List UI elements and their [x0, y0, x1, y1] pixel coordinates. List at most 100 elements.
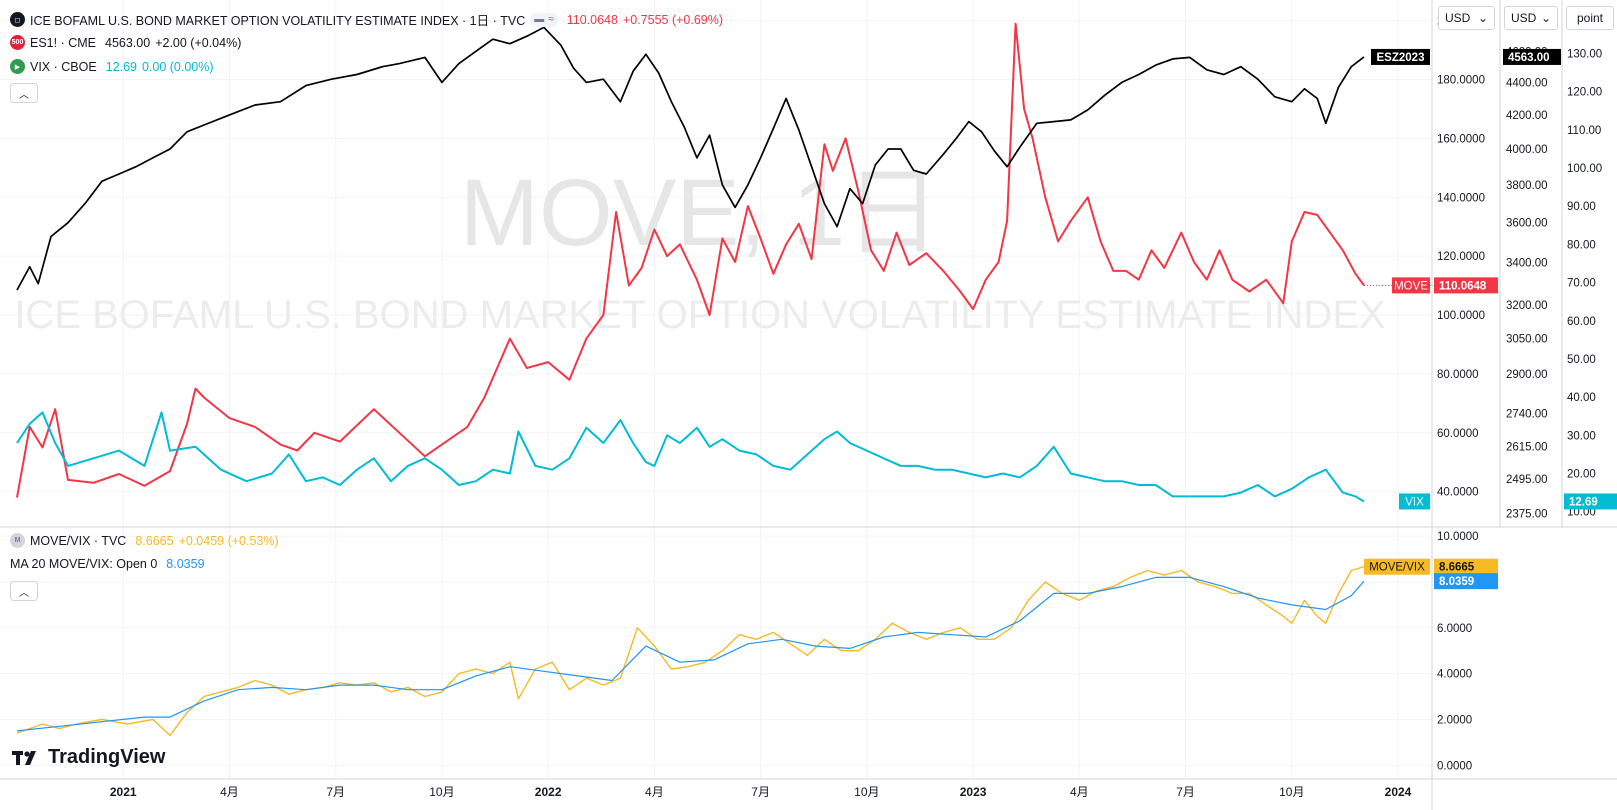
y-tick-label: 0.0000: [1437, 760, 1472, 772]
x-tick-label: 2024: [1385, 785, 1412, 799]
y-tick-label: 6.0000: [1437, 623, 1472, 635]
series-line-move: [16, 22, 1365, 498]
currency-select-right[interactable]: USD ⌄: [1504, 6, 1558, 30]
legend-es-change: +2.00 (+0.04%): [155, 35, 242, 50]
y-tick-label: 40.0000: [1437, 487, 1479, 499]
y-tick-label: 50.00: [1567, 354, 1596, 366]
last-value-text: 12.69: [1569, 496, 1598, 508]
last-value-text: 8.6665: [1439, 562, 1475, 574]
chevron-down-icon: ⌄: [1477, 11, 1488, 25]
legend-ratio-value: 8.6665: [135, 533, 174, 548]
chevron-up-icon: ︿: [19, 89, 29, 101]
y-tick-label: 4400.00: [1506, 77, 1548, 89]
series-name-text: VIX: [1405, 496, 1424, 508]
last-value-badge: [1564, 493, 1617, 510]
y-tick-label: 4000.00: [1506, 144, 1548, 156]
series-line-esz2023: [16, 26, 1365, 291]
y-tick-label: 180.0000: [1437, 74, 1485, 86]
time-axis[interactable]: 2021 4月 7月 10月 2022 4月 7月 10月 2023 4月 7月 10月 2024: [110, 785, 1412, 799]
y-tick-label: 4200.00: [1506, 110, 1548, 122]
y-tick-label: 3200.00: [1506, 300, 1548, 312]
y-tick-label: 120.00: [1567, 87, 1602, 99]
y-tick-label: 10.00: [1567, 507, 1596, 519]
legend-ratio-change: +0.0459 (+0.53%): [178, 533, 279, 548]
legend-ratio-label: MOVE/VIX · TVC: [30, 533, 127, 548]
series-line-vix: [16, 411, 1365, 503]
y-tick-label: 40.00: [1567, 392, 1596, 404]
x-tick-label: 7月: [751, 785, 770, 799]
last-value-labels: 110.0648 MOVE 4563.00 ESZ2023 12.69 VIX 8.6665…: [1364, 48, 1617, 590]
legend-ma-label: MA 20 MOVE/VIX: Open 0: [10, 557, 158, 571]
y-tick-label: 80.00: [1567, 239, 1596, 251]
index-icon: ◻: [10, 12, 25, 27]
y-tick-label: 2375.00: [1506, 509, 1548, 521]
y-tick-label: 160.0000: [1437, 133, 1485, 145]
dash-icon: ▬: [534, 14, 545, 25]
x-tick-label: 4月: [220, 785, 239, 799]
legend-es-value: 4563.00: [105, 35, 151, 50]
series-layer: [16, 22, 1432, 737]
collapse-legend-button[interactable]: ︿: [10, 83, 38, 103]
currency-select-left[interactable]: USD ⌄: [1438, 6, 1495, 30]
currency-left-label: USD: [1445, 11, 1471, 25]
y-tick-label: 60.00: [1567, 316, 1596, 328]
y-tick-label: 3400.00: [1506, 258, 1548, 270]
y-tick-label: 2900.00: [1506, 369, 1548, 381]
legend-ratio[interactable]: M MOVE/VIX · TVC 8.6665 +0.0459 (+0.53%): [10, 533, 279, 548]
y-tick-label: 100.00: [1567, 163, 1602, 175]
y-tick-label: 70.00: [1567, 278, 1596, 290]
series-name-text: MOVE: [1394, 280, 1428, 292]
main-series-legend[interactable]: ◻ ICE BOFAML U.S. BOND MARKET OPTION VOL…: [10, 10, 723, 29]
x-tick-label: 7月: [326, 785, 345, 799]
y-tick-label: 100.0000: [1437, 310, 1485, 322]
ratio-icon: M: [10, 533, 25, 548]
sp500-icon: 500: [10, 35, 25, 50]
main-change: +0.7555 (+0.69%): [622, 12, 724, 27]
tradingview-logo[interactable]: TradingView: [12, 746, 165, 769]
watermark-description: ICE BOFAML U.S. BOND MARKET OPTION VOLAT…: [14, 293, 1385, 337]
y-tick-label: 120.0000: [1437, 251, 1485, 263]
legend-vix-change: 0.00 (0.00%): [141, 59, 214, 74]
point-unit-select[interactable]: point: [1566, 6, 1614, 30]
legend-ma[interactable]: MA 20 MOVE/VIX: Open 0 8.0359: [10, 557, 205, 571]
main-last-value: 110.0648: [566, 12, 618, 27]
y-tick-label: 4.0000: [1437, 669, 1472, 681]
y-tick-label: 10.0000: [1437, 531, 1479, 543]
last-value-badge: [1434, 277, 1498, 294]
last-value-text: 8.0359: [1439, 576, 1474, 588]
collapse-lower-legend-button[interactable]: ︿: [10, 581, 38, 601]
legend-es[interactable]: 500 ES1! · CME 4563.00 +2.00 (+0.04%): [10, 35, 241, 50]
price-axes[interactable]: 200.0000180.0000160.0000140.0000120.0000…: [1437, 10, 1602, 772]
x-tick-label: 4月: [645, 785, 664, 799]
x-tick-label: 2023: [960, 785, 987, 799]
x-tick-label: 10月: [854, 785, 879, 799]
y-tick-label: 2615.00: [1506, 441, 1548, 453]
approx-icon: ≈: [548, 14, 554, 25]
legend-vix[interactable]: ▶ VIX · CBOE 12.69 0.00 (0.00%): [10, 59, 214, 74]
x-tick-label: 2022: [535, 785, 562, 799]
y-tick-label: 3600.00: [1506, 218, 1548, 230]
y-tick-label: 130.00: [1567, 48, 1602, 60]
legend-vix-label: VIX · CBOE: [30, 59, 97, 74]
y-tick-label: 20.00: [1567, 469, 1596, 481]
last-value-badge: [1503, 48, 1561, 65]
series-flags[interactable]: ▬ ≈: [530, 12, 558, 27]
watermark-symbol: MOVE, 1日: [460, 160, 940, 266]
legend-es-label: ES1! · CME: [30, 35, 96, 50]
main-series-title: ICE BOFAML U.S. BOND MARKET OPTION VOLAT…: [30, 14, 526, 28]
point-unit-label: point: [1576, 11, 1604, 25]
y-tick-label: 110.00: [1567, 125, 1601, 137]
y-tick-label: 140.0000: [1437, 192, 1485, 204]
last-value-badge: [1434, 558, 1498, 575]
play-icon: ▶: [10, 59, 25, 74]
series-name-badge: [1392, 277, 1430, 294]
last-value-badge: [1434, 573, 1498, 590]
watermark: MOVE, 1日 ICE BOFAML U.S. BOND MARKET OPT…: [14, 160, 1385, 337]
legend-vix-value: 12.69: [105, 59, 137, 74]
series-name-text: ESZ2023: [1377, 52, 1425, 64]
y-tick-label: 2.0000: [1437, 714, 1472, 726]
x-tick-label: 4月: [1070, 785, 1089, 799]
brand-name: TradingView: [48, 746, 166, 768]
